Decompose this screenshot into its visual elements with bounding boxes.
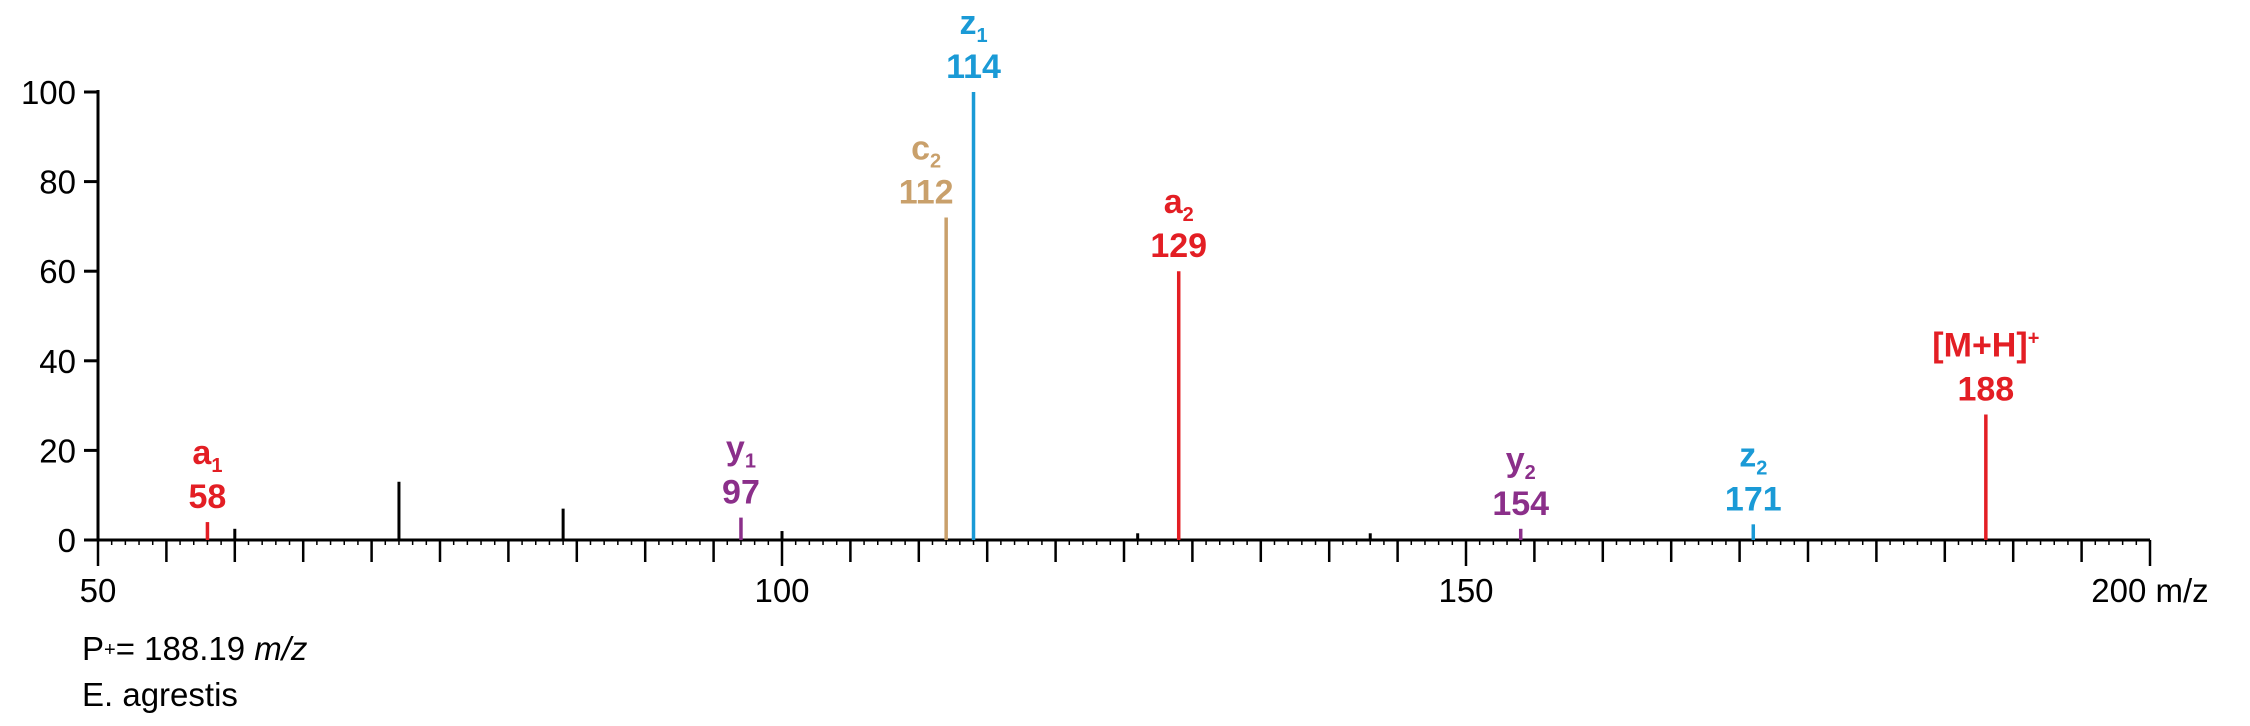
precursor-mass-note: P+= 188.19 m/z (82, 632, 307, 665)
peak-ion-label: [M+H]+ (1932, 327, 2039, 365)
y-tick-label: 80 (39, 164, 76, 201)
x-tick-label: 100 (754, 572, 809, 609)
species-name: E. agrestis (82, 676, 238, 713)
peak-mz-label: 114 (946, 48, 1001, 86)
y-tick-label: 60 (39, 253, 76, 290)
peak-mz-label: 154 (1492, 485, 1549, 523)
peak-ion-label: y1 (726, 430, 756, 473)
peak-ion-label: c2 (911, 129, 941, 172)
x-tick-label: 50 (80, 572, 117, 609)
y-tick-label: 20 (39, 432, 76, 469)
peak-mz-label: 58 (189, 478, 227, 516)
peak-mz-label: 129 (1150, 227, 1207, 265)
y-tick-label: 0 (58, 522, 76, 559)
peak-ion-label: y2 (1506, 441, 1536, 484)
peak-ion-label: a1 (192, 434, 222, 477)
precursor-value: = 188.19 (115, 630, 246, 667)
x-tick-label: 200 m/z (2091, 572, 2208, 609)
precursor-charge: + (104, 639, 116, 661)
peak-ion-label: z2 (1739, 436, 1767, 479)
precursor-prefix: P (82, 630, 105, 667)
y-tick-label: 100 (21, 74, 76, 111)
x-tick-label: 150 (1438, 572, 1493, 609)
precursor-unit: m/z (254, 630, 308, 667)
species-note: E. agrestis (82, 678, 238, 711)
peak-mz-label: 112 (899, 173, 954, 211)
y-tick-label: 40 (39, 343, 76, 380)
peak-mz-label: 188 (1957, 371, 2014, 409)
peak-ion-label: z1 (959, 4, 987, 47)
peak-mz-label: 97 (722, 474, 760, 512)
peak-mz-label: 171 (1725, 480, 1782, 518)
peak-ion-label: a2 (1164, 183, 1194, 226)
